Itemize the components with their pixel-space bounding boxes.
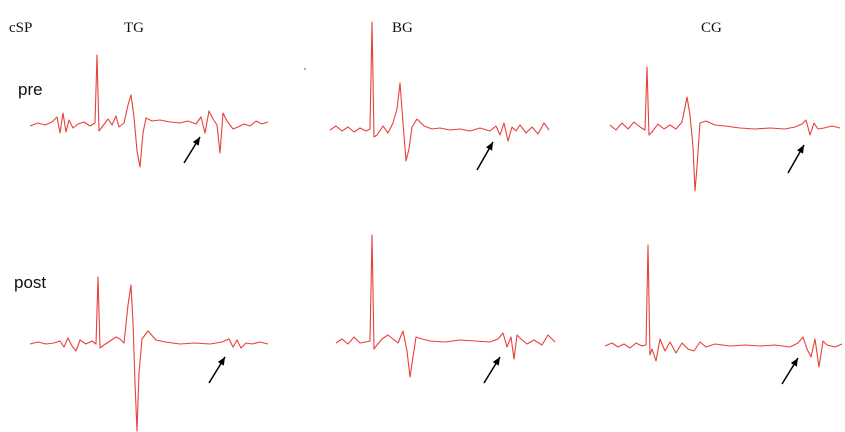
- trace-tg-post: [29, 276, 269, 432]
- arrow-bg-pre: [476, 141, 494, 171]
- arrow-bg-post: [483, 356, 501, 384]
- column-label-cg: CG: [701, 20, 722, 36]
- arrow-cg-pre: [787, 144, 805, 174]
- row-label-pre: pre: [18, 80, 43, 99]
- column-label-tg: TG: [124, 20, 144, 36]
- group-label: cSP: [9, 20, 33, 36]
- trace-bg-pre: [329, 21, 550, 162]
- arrow-tg-pre: [183, 136, 201, 164]
- trace-cg-pre: [609, 66, 841, 192]
- trace-bg-post: [335, 234, 556, 378]
- arrow-tg-post: [208, 356, 226, 384]
- trace-tg-pre: [29, 54, 269, 168]
- stray-mark: [304, 68, 306, 70]
- trace-cg-post: [604, 244, 843, 368]
- arrow-cg-post: [781, 357, 799, 385]
- row-label-post: post: [14, 273, 47, 292]
- column-label-bg: BG: [392, 20, 413, 36]
